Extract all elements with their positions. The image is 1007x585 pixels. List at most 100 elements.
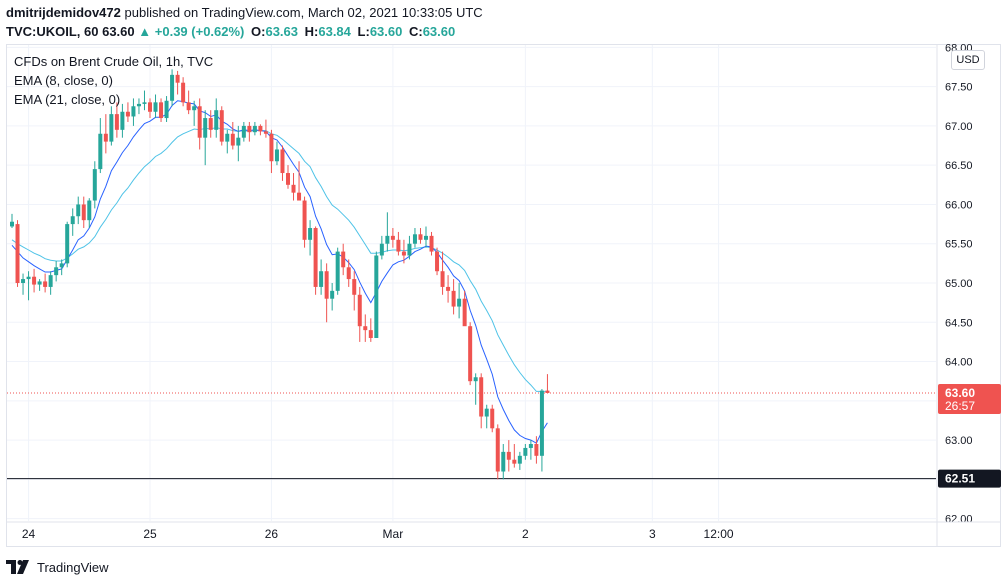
candle-body: [396, 239, 401, 252]
candle-body: [412, 234, 417, 244]
y-tick-label: 63.00: [945, 435, 973, 447]
candle-body: [457, 298, 462, 307]
high-label: H:: [304, 24, 319, 39]
candle-body: [501, 451, 506, 472]
author-name[interactable]: dmitrijdemidov472: [6, 5, 121, 20]
candle-body: [98, 133, 103, 170]
x-tick-label: 2: [522, 527, 529, 541]
candle-body: [490, 408, 495, 429]
candle-body: [424, 235, 428, 240]
x-tick-label: 12:00: [704, 527, 734, 541]
x-tick-label: 3: [649, 527, 656, 541]
x-tick-label: 25: [143, 527, 157, 541]
close-label: C:: [408, 24, 423, 39]
last-price: 63.60: [102, 24, 135, 39]
candle-body: [385, 235, 390, 244]
candle-body: [484, 408, 489, 417]
y-tick-label: 66.50: [945, 160, 973, 172]
candle-body: [252, 125, 257, 133]
candle-body: [506, 451, 511, 460]
chart-frame: [6, 44, 1001, 547]
candle-body: [114, 114, 119, 130]
candle-body: [545, 390, 550, 393]
y-tick-label: 62.00: [945, 514, 973, 526]
candle-body: [81, 204, 86, 221]
candle-body: [390, 235, 395, 240]
y-tick-label: 65.50: [945, 239, 973, 251]
legend-ema-slow[interactable]: EMA (21, close, 0): [14, 92, 121, 107]
y-tick-label: 65.00: [945, 278, 973, 290]
close-value: 63.60: [422, 24, 456, 39]
quote-line: TVC:UKOIL, 60 63.60 ▲ +0.39 (+0.62%) O:6…: [6, 22, 483, 41]
up-arrow-icon: ▲: [138, 24, 152, 39]
candle-body: [534, 444, 539, 456]
y-tick-label: 67.50: [945, 82, 973, 94]
candle-body: [302, 200, 307, 240]
currency-badge[interactable]: USD: [951, 50, 985, 70]
candle-body: [335, 251, 340, 291]
footer-brand[interactable]: TradingView: [37, 559, 109, 575]
candle-body: [15, 224, 20, 283]
candle-body: [120, 111, 125, 130]
candle-body: [131, 106, 136, 117]
candle-body: [269, 133, 274, 162]
x-tick-label: 26: [265, 527, 279, 541]
candle-body: [197, 106, 202, 138]
candle-body: [230, 133, 235, 146]
candle-body: [65, 224, 70, 264]
candle-body: [473, 377, 478, 382]
open-label: O:: [251, 24, 266, 39]
support-label: 62.51: [945, 472, 975, 486]
candle-body: [539, 390, 544, 456]
candle-body: [462, 298, 467, 327]
candle-body: [258, 125, 263, 132]
candle-body: [346, 267, 351, 280]
candle-body: [313, 228, 318, 287]
candle-body: [528, 444, 533, 448]
y-tick-label: 66.00: [945, 199, 973, 211]
candle-body: [10, 221, 14, 227]
candle-body: [523, 447, 528, 456]
ema-slow-line: [11, 126, 548, 392]
footer: TradingView: [6, 556, 109, 578]
candle-body: [76, 204, 81, 217]
candle-body: [26, 276, 31, 280]
candle-body: [451, 290, 456, 307]
high-value: 63.84: [318, 24, 351, 39]
legend-title: CFDs on Brent Crude Oil, 1h, TVC: [14, 54, 214, 69]
candle-body: [70, 216, 75, 225]
candle-body: [43, 281, 48, 287]
candle-body: [263, 131, 268, 134]
candle-body: [175, 74, 180, 83]
candle-body: [153, 102, 158, 112]
candle-body: [324, 271, 329, 299]
support-badge: [938, 469, 1001, 488]
candle-body: [225, 133, 230, 142]
candle-body: [495, 428, 500, 472]
publish-header: dmitrijdemidov472 published on TradingVi…: [6, 3, 483, 41]
candle-body: [440, 271, 445, 287]
legend-ema-fast[interactable]: EMA (8, close, 0): [14, 73, 113, 88]
candle-body: [219, 110, 224, 142]
candle-body: [54, 267, 59, 276]
candle-body: [148, 102, 152, 112]
candle-body: [125, 111, 130, 117]
low-label: L:: [357, 24, 370, 39]
published-text: published on TradingView.com, March 02, …: [124, 5, 483, 20]
candle-body: [446, 286, 451, 291]
candle-body: [330, 290, 335, 299]
candle-body: [186, 102, 191, 111]
candle-body: [479, 377, 484, 417]
candle-body: [208, 118, 213, 130]
candle-body: [308, 228, 313, 240]
candle-body: [291, 184, 296, 193]
candle-body: [203, 118, 208, 138]
candle-body: [59, 263, 64, 268]
candle-body: [286, 173, 290, 185]
candle-body: [32, 276, 37, 285]
candle-body: [103, 133, 108, 142]
candle-body: [401, 251, 406, 256]
candle-body: [170, 74, 175, 101]
candle-body: [368, 330, 373, 338]
